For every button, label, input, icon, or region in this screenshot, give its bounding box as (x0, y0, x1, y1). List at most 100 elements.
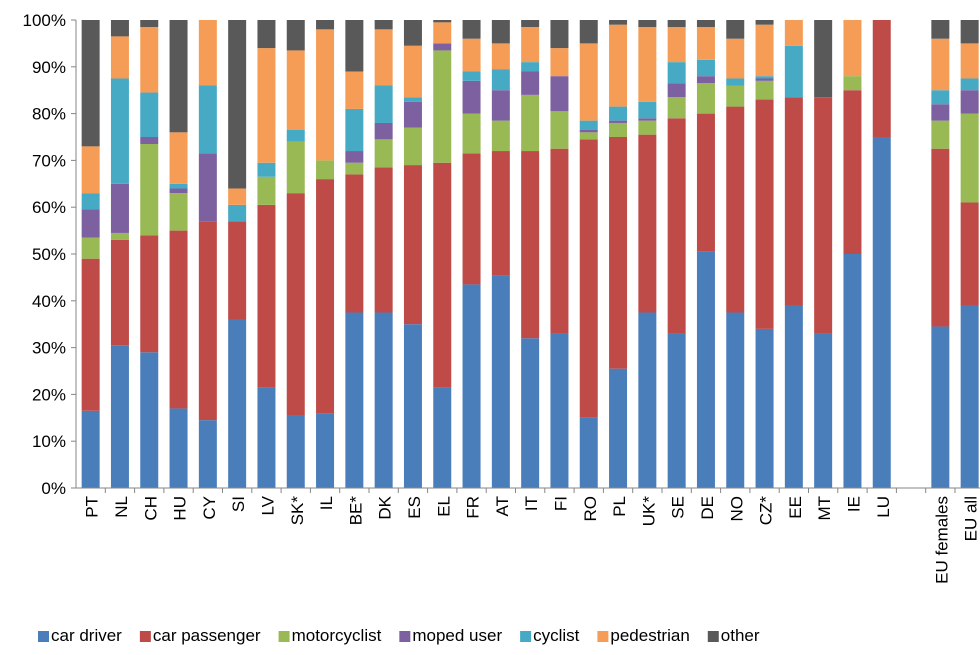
bar-segment-car-driver (667, 333, 686, 488)
bar-segment-other (81, 20, 100, 147)
bar-segment-car-passenger (667, 118, 686, 334)
bar-segment-pedestrian (550, 48, 569, 77)
bar-segment-car-passenger (316, 179, 335, 414)
bar-segment-pedestrian (403, 45, 422, 98)
bar-segment-car-driver (462, 284, 481, 488)
bar-segment-motorcyclist (462, 113, 481, 154)
bar-segment-car-passenger (696, 113, 715, 252)
bar-segment-cyclist (491, 69, 510, 91)
bar-segment-car-passenger (609, 137, 628, 369)
bar-segment-pedestrian (462, 38, 481, 72)
bar-segment-car-passenger (784, 97, 803, 306)
bar-segment-car-driver (696, 251, 715, 488)
x-tick-label: RO (581, 496, 600, 522)
bar-segment-car-passenger (755, 99, 774, 329)
bar-segment-moped-user (960, 90, 979, 114)
bar-segment-pedestrian (433, 22, 452, 44)
bar-segment-pedestrian (169, 132, 188, 184)
bar-segment-motorcyclist (931, 120, 950, 149)
bar-segment-cyclist (638, 101, 657, 119)
bar-segment-moped-user (81, 209, 100, 238)
bar-segment-car-passenger (814, 97, 833, 334)
bar-segment-car-passenger (462, 153, 481, 285)
bar-segment-cyclist (257, 162, 276, 177)
bar-segment-cyclist (81, 193, 100, 210)
bar-segment-moped-user (198, 153, 217, 222)
y-tick-label: 60% (32, 198, 66, 217)
bar-segment-moped-user (462, 80, 481, 114)
bar-segment-other (931, 20, 950, 39)
x-tick-label: SE (669, 496, 688, 519)
x-tick-label: NO (727, 496, 746, 522)
bar-segment-car-passenger (169, 230, 188, 409)
bar-segment-car-passenger (110, 239, 129, 346)
bar-segment-car-driver (550, 333, 569, 488)
legend-label: car driver (51, 626, 122, 645)
bar-segment-pedestrian (960, 43, 979, 79)
bar-segment-car-passenger (491, 151, 510, 276)
bar-segment-other (316, 20, 335, 30)
bar-segment-cyclist (609, 106, 628, 121)
y-tick-label: 80% (32, 105, 66, 124)
bar-segment-pedestrian (81, 146, 100, 194)
bar-segment-pedestrian (140, 27, 159, 93)
bar-segment-moped-user (403, 101, 422, 128)
x-tick-label: SK* (288, 496, 307, 526)
x-tick-label: IL (317, 496, 336, 510)
x-tick-label: IE (844, 496, 863, 512)
bar-segment-moped-user (667, 83, 686, 98)
y-tick-label: 20% (32, 385, 66, 404)
x-tick-label: CH (141, 496, 160, 521)
bar-segment-motorcyclist (609, 122, 628, 137)
y-tick-label: 90% (32, 58, 66, 77)
x-tick-label: DE (698, 496, 717, 520)
bar-segment-other (169, 20, 188, 133)
bar-segment-pedestrian (843, 20, 862, 77)
bar-segment-other (374, 20, 393, 30)
bar-segment-cyclist (696, 59, 715, 77)
bar-segment-car-passenger (931, 148, 950, 327)
bar-segment-motorcyclist (374, 139, 393, 168)
x-tick-label: NL (112, 496, 131, 518)
bar-segment-motorcyclist (843, 76, 862, 91)
bar-segment-car-passenger (198, 221, 217, 421)
y-tick-label: 0% (41, 479, 66, 498)
bar-segment-car-driver (491, 275, 510, 488)
x-tick-label: AT (493, 496, 512, 516)
x-tick-label: EL (434, 496, 453, 517)
bar-segment-car-driver (931, 326, 950, 488)
bar-segment-motorcyclist (667, 97, 686, 119)
x-axis: PT NL CH HU CY SI LV SK* IL BE* DK ES EL FR AT IT FI RO PL… (76, 487, 980, 584)
bar-segment-motorcyclist (579, 132, 598, 140)
bar-segment-cyclist (198, 85, 217, 154)
bar-segment-pedestrian (755, 24, 774, 77)
bar-segment-cyclist (345, 108, 364, 152)
bar-segment-car-driver (403, 324, 422, 488)
bar-segment-moped-user (931, 104, 950, 121)
bar-segment-other (755, 20, 774, 25)
bars (81, 20, 979, 488)
bar-segment-car-passenger (81, 258, 100, 411)
bar-segment-cyclist (667, 62, 686, 84)
bar-segment-motorcyclist (550, 111, 569, 149)
bar-segment-cyclist (374, 85, 393, 123)
bar-segment-motorcyclist (81, 237, 100, 259)
bar-segment-car-driver (81, 410, 100, 488)
bar-segment-car-driver (579, 417, 598, 488)
bar-segment-other (814, 20, 833, 98)
legend-item: motorcyclist (278, 626, 382, 645)
bar-segment-car-driver (169, 408, 188, 488)
bar-segment-motorcyclist (638, 120, 657, 135)
bar-segment-other (403, 20, 422, 46)
bar-segment-motorcyclist (110, 232, 129, 240)
bar-segment-motorcyclist (257, 176, 276, 205)
bar-segment-motorcyclist (521, 94, 540, 152)
legend-swatch (707, 631, 719, 642)
bar-segment-car-driver (257, 387, 276, 488)
bar-segment-other (286, 20, 305, 51)
bar-segment-pedestrian (726, 38, 745, 79)
bar-segment-pedestrian (696, 27, 715, 60)
bar-segment-moped-user (345, 151, 364, 163)
